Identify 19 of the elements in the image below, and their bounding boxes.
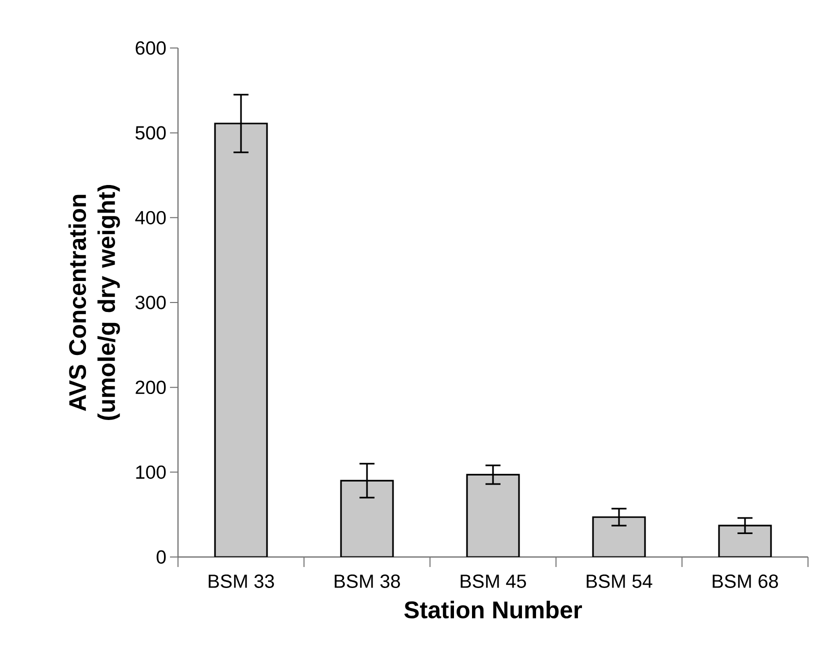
y-tick-label: 200 bbox=[136, 380, 166, 394]
x-tick-label: BSM 54 bbox=[586, 574, 652, 588]
bar bbox=[592, 516, 646, 557]
bar bbox=[340, 480, 394, 557]
y-tick-label: 100 bbox=[136, 465, 166, 479]
y-tick-label: 0 bbox=[156, 550, 166, 564]
x-tick-label: BSM 38 bbox=[334, 574, 400, 588]
y-axis-title: AVS Concentration (umole/g dry weight) bbox=[68, 185, 120, 420]
y-tick-label: 600 bbox=[136, 41, 166, 55]
bar bbox=[214, 122, 268, 557]
y-tick-label: 400 bbox=[135, 210, 166, 224]
bar bbox=[718, 524, 772, 557]
bar bbox=[466, 474, 520, 557]
y-tick-label: 300 bbox=[136, 296, 166, 310]
x-tick-label: BSM 33 bbox=[208, 574, 274, 588]
y-tick-label: 500 bbox=[136, 126, 166, 140]
x-tick-label: BSM 68 bbox=[712, 574, 778, 588]
x-tick-label: BSM 45 bbox=[460, 574, 526, 588]
x-axis-title: Station Number bbox=[404, 600, 582, 618]
